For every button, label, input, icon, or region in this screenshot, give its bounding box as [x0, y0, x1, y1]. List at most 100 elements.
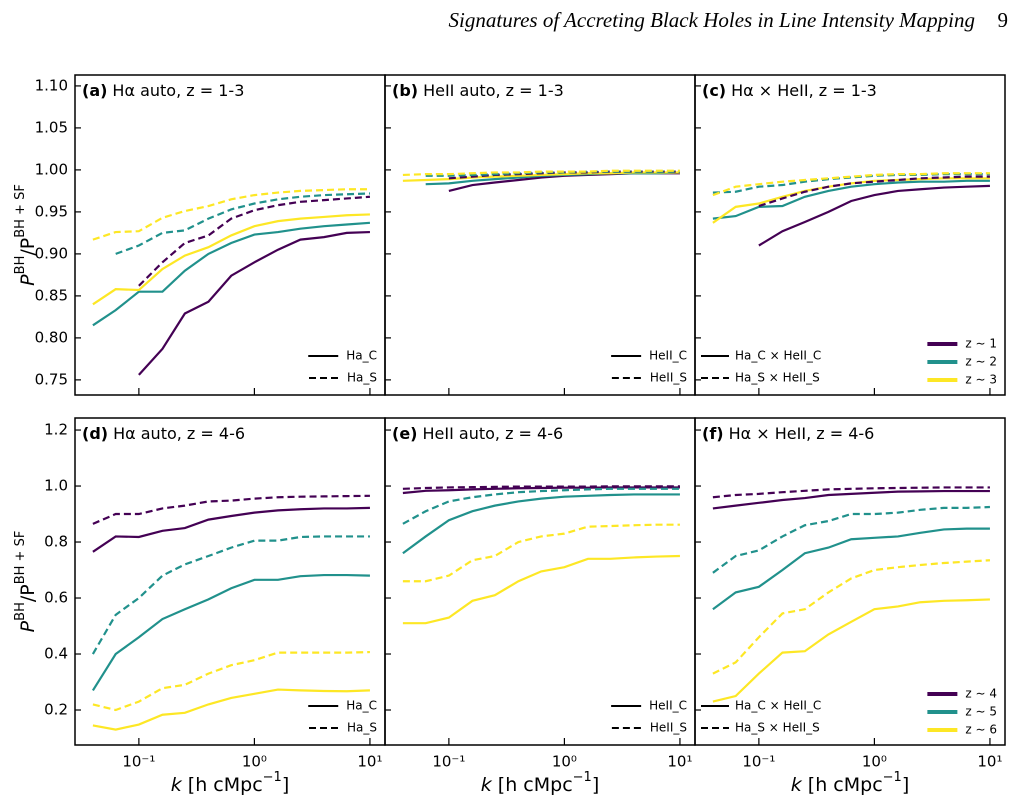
data-line — [712, 486, 990, 499]
x-axis-label-part: k — [791, 774, 803, 796]
data-line — [92, 213, 370, 306]
panel: (c) Hα × HeII, z = 1-3 Ha_C × HeII_C Ha_S ×… — [694, 74, 1006, 396]
x-tick-label: 10⁻¹ — [122, 753, 155, 771]
data-line — [91, 573, 370, 691]
data-line — [138, 195, 371, 287]
x-axis-label-part: ] — [592, 774, 599, 796]
x-axis-label: k [h cMpc−1] — [171, 770, 290, 796]
running-title: Signatures of Accreting Black Holes in L… — [449, 8, 975, 32]
data-line — [758, 184, 990, 247]
x-tick-label: 10⁰ — [552, 753, 577, 771]
data-line — [712, 527, 990, 611]
axes-frame — [74, 417, 386, 746]
data-line — [402, 486, 680, 495]
y-tick-label: 0.8 — [44, 533, 68, 551]
panel-title: (d) Hα auto, z = 4-6 — [82, 424, 245, 443]
y-axis-label: PBH/PBH + SF — [13, 531, 39, 633]
legend-label: HeII_S — [650, 371, 687, 385]
x-axis-label-part: [h cMpc — [492, 774, 573, 796]
legend-label: HeII_C — [649, 699, 687, 713]
x-axis-label-part: k — [171, 774, 183, 796]
panel-label: (c) — [702, 81, 726, 100]
data-line — [92, 221, 371, 327]
panel-title: (e) HeII auto, z = 4-6 — [392, 424, 563, 443]
legend-label: Ha_C × HeII_C — [735, 699, 821, 713]
panel-title-text: Hα auto, z = 1-3 — [112, 81, 244, 100]
data-line — [115, 192, 370, 255]
x-tick-label: 10¹ — [977, 753, 1002, 771]
legend-label: Ha_C — [346, 349, 377, 363]
data-line — [712, 179, 990, 220]
panel-label: (a) — [82, 81, 107, 100]
y-axis-label-part: BH + SF — [13, 531, 28, 585]
axes-frame — [384, 417, 696, 746]
data-line — [402, 169, 680, 177]
x-axis-label-part: ] — [902, 774, 909, 796]
legend-label: HeII_C — [649, 349, 687, 363]
page-number: 9 — [998, 8, 1009, 32]
data-line — [138, 230, 370, 376]
panel-title: (f) Hα × HeII, z = 4-6 — [702, 424, 874, 443]
x-axis-label: k [h cMpc−1] — [481, 770, 600, 796]
y-tick-label: 1.0 — [44, 477, 68, 495]
data-line — [402, 171, 680, 182]
panel-title: (a) Hα auto, z = 1-3 — [82, 81, 244, 100]
x-tick-label: 10⁰ — [242, 753, 267, 771]
y-tick-label: 0.75 — [35, 370, 68, 388]
y-axis-label-part: P — [17, 620, 39, 632]
panel-title: (b) HeII auto, z = 1-3 — [392, 81, 564, 100]
panel-label: (d) — [82, 424, 108, 443]
panel-title: (c) Hα × HeII, z = 1-3 — [702, 81, 877, 100]
x-axis-label-part: [h cMpc — [182, 774, 263, 796]
panel: 10⁻¹ 10⁰ 10¹ (f) Hα × HeII, z = 4-6 Ha_C × He… — [694, 417, 1006, 796]
y-tick-label: 1.00 — [35, 160, 68, 178]
y-tick-label: 0.2 — [44, 701, 68, 719]
y-axis-label-part: /P — [17, 238, 39, 256]
panel: 0.2 0.4 0.6 0.8 1.0 1.2 10⁻¹ 10⁰ 10¹ (d) Hα auto, … — [13, 417, 386, 796]
data-line — [712, 559, 991, 675]
legend-label: z ∼ 3 — [965, 373, 997, 387]
data-line — [712, 598, 990, 703]
x-axis-label-part: k — [481, 774, 493, 796]
axes-frame — [694, 74, 1006, 396]
y-axis-label-part: BH — [13, 602, 28, 621]
data-line — [402, 523, 680, 583]
data-line — [92, 494, 370, 525]
x-axis-label-part: ] — [282, 774, 289, 796]
panel-label: (b) — [392, 81, 418, 100]
data-line — [92, 188, 370, 241]
x-axis-label: k [h cMpc−1] — [791, 770, 910, 796]
y-tick-label: 0.6 — [44, 589, 68, 607]
data-line — [92, 688, 370, 731]
data-line — [402, 493, 680, 555]
data-line — [92, 506, 370, 553]
panel: 10⁻¹ 10⁰ 10¹ (e) HeII auto, z = 4-6 HeII_C HeI… — [384, 417, 696, 796]
panel: 0.75 0.80 0.85 0.90 0.95 1.00 1.05 1.10 (a) Hα au… — [13, 74, 386, 396]
data-line — [712, 505, 990, 574]
y-tick-label: 1.10 — [35, 76, 68, 94]
panel: (b) HeII auto, z = 1-3 HeII_C HeII_S — [384, 74, 696, 396]
y-tick-label: 1.2 — [44, 421, 68, 439]
legend-label: z ∼ 4 — [965, 687, 997, 701]
y-tick-label: 0.4 — [44, 645, 68, 663]
x-axis-label-part: [h cMpc — [802, 774, 883, 796]
y-tick-label: 0.95 — [35, 202, 68, 220]
panel-title-text: Hα auto, z = 4-6 — [113, 424, 245, 443]
y-tick-label: 1.05 — [35, 118, 68, 136]
legend-label: z ∼ 2 — [965, 355, 997, 369]
y-tick-label: 0.85 — [35, 286, 68, 304]
y-axis-label-part: /P — [17, 584, 39, 602]
legend-label: Ha_C × HeII_C — [735, 349, 821, 363]
y-axis-label-part: P — [17, 274, 39, 286]
data-line — [402, 485, 680, 490]
legend-label: z ∼ 1 — [965, 337, 997, 351]
panel-title-text: Hα × HeII, z = 4-6 — [729, 424, 875, 443]
data-line — [91, 535, 370, 655]
y-axis-label-part: BH + SF — [13, 184, 28, 238]
panel-label: (f) — [702, 424, 724, 443]
legend-label: Ha_C — [346, 699, 377, 713]
legend-label: HeII_S — [650, 721, 687, 735]
panel-label: (e) — [392, 424, 417, 443]
